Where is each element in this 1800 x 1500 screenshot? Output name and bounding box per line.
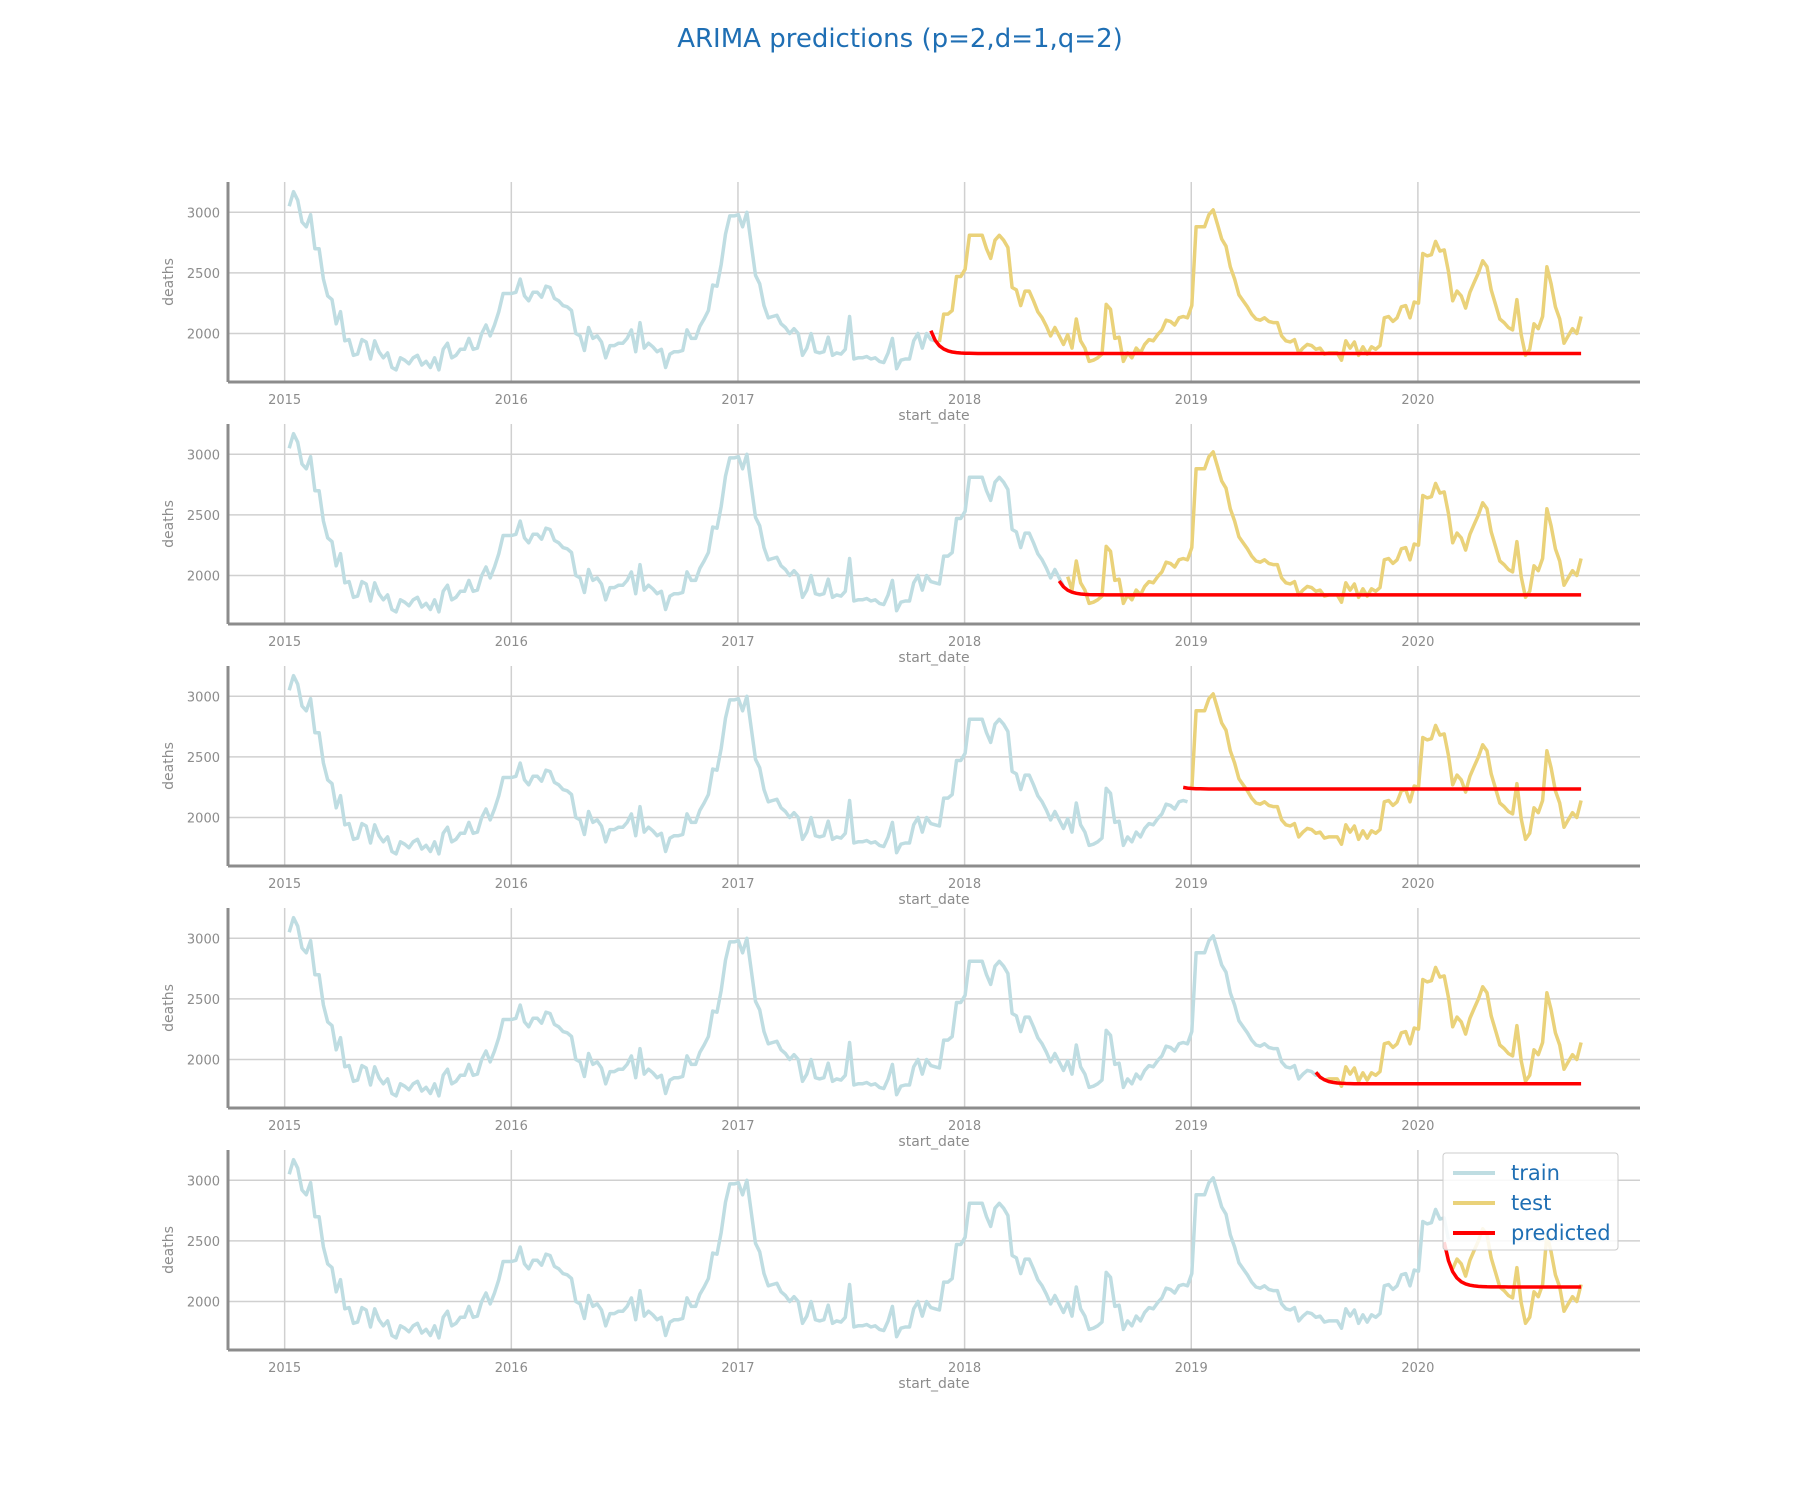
y-tick-label: 2000 — [187, 570, 220, 585]
train-series-line — [287, 189, 936, 372]
y-tick-label: 2000 — [187, 812, 220, 827]
legend-box — [1442, 1152, 1619, 1251]
y-axis-label: deaths — [161, 984, 177, 1032]
x-tick-label: 2018 — [948, 1119, 981, 1134]
x-axis-label: start_date — [898, 408, 969, 424]
y-tick-label: 2500 — [187, 993, 220, 1008]
y-tick-label: 2000 — [187, 1296, 220, 1311]
y-tick-label: 3000 — [187, 448, 220, 463]
chart-title: ARIMA predictions (p=2,d=1,q=2) — [677, 24, 1123, 54]
x-tick-label: 2018 — [948, 1361, 981, 1376]
predicted-series-line — [1314, 1071, 1582, 1086]
x-tick-label: 2016 — [495, 393, 528, 408]
x-axis-label: start_date — [898, 892, 969, 908]
x-axis-label: start_date — [898, 1376, 969, 1392]
x-tick-label: 2020 — [1401, 1361, 1434, 1376]
x-tick-label: 2015 — [268, 393, 301, 408]
legend-label-train: train — [1511, 1161, 1560, 1185]
train-series-line — [287, 1157, 1451, 1340]
train-series-line — [287, 673, 1189, 856]
predicted-series-line — [1442, 1241, 1582, 1289]
x-tick-label: 2017 — [721, 1361, 754, 1376]
x-tick-label: 2016 — [495, 877, 528, 892]
y-tick-label: 3000 — [187, 690, 220, 705]
x-axis-label: start_date — [898, 650, 969, 666]
predicted-series-line — [929, 329, 1582, 356]
train-series-line — [287, 431, 1066, 614]
y-tick-label: 2500 — [187, 1235, 220, 1250]
test-series-line — [1190, 692, 1583, 846]
x-tick-label: 2020 — [1401, 877, 1434, 892]
x-tick-label: 2018 — [948, 635, 981, 650]
test-series-line — [937, 208, 1583, 364]
test-series-line — [1323, 965, 1583, 1088]
y-tick-label: 2500 — [187, 509, 220, 524]
panel-1: 2000 2500 3000 2015 2016 2017 2018 2019 2020 star… — [161, 182, 1640, 424]
x-tick-label: 2015 — [268, 1361, 301, 1376]
train-series-line — [287, 915, 1321, 1098]
x-tick-label: 2017 — [721, 635, 754, 650]
x-tick-label: 2019 — [1175, 635, 1208, 650]
x-tick-label: 2019 — [1175, 1361, 1208, 1376]
panel-2: 2000 2500 3000 2015 2016 2017 2018 2019 2020 star… — [161, 424, 1640, 666]
x-tick-label: 2016 — [495, 1361, 528, 1376]
y-axis-label: deaths — [161, 258, 177, 306]
y-axis-label: deaths — [161, 742, 177, 790]
x-tick-label: 2016 — [495, 635, 528, 650]
y-tick-label: 2500 — [187, 751, 220, 766]
y-axis-label: deaths — [161, 1226, 177, 1274]
x-tick-label: 2019 — [1175, 393, 1208, 408]
predicted-series-line — [1182, 785, 1582, 791]
x-tick-label: 2020 — [1401, 635, 1434, 650]
x-tick-label: 2015 — [268, 1119, 301, 1134]
x-tick-label: 2018 — [948, 877, 981, 892]
y-tick-label: 3000 — [187, 1174, 220, 1189]
predicted-series-line — [1057, 579, 1582, 597]
y-axis-label: deaths — [161, 500, 177, 548]
test-series-line — [1066, 450, 1583, 606]
x-tick-label: 2017 — [721, 1119, 754, 1134]
x-tick-label: 2019 — [1175, 877, 1208, 892]
x-tick-label: 2016 — [495, 1119, 528, 1134]
y-tick-label: 3000 — [187, 932, 220, 947]
y-tick-label: 2000 — [187, 328, 220, 343]
legend-label-test: test — [1511, 1191, 1551, 1215]
x-tick-label: 2017 — [721, 393, 754, 408]
x-tick-label: 2015 — [268, 877, 301, 892]
legend: train test predicted — [1442, 1152, 1619, 1251]
x-axis-label: start_date — [898, 1134, 969, 1150]
y-tick-label: 2500 — [187, 267, 220, 282]
legend-label-predicted: predicted — [1511, 1221, 1611, 1245]
panel-4: 2000 2500 3000 2015 2016 2017 2018 2019 2020 star… — [161, 908, 1640, 1150]
x-tick-label: 2018 — [948, 393, 981, 408]
x-tick-label: 2017 — [721, 877, 754, 892]
x-tick-label: 2019 — [1175, 1119, 1208, 1134]
x-tick-label: 2020 — [1401, 1119, 1434, 1134]
x-tick-label: 2015 — [268, 635, 301, 650]
panel-5: 2000 2500 3000 2015 2016 2017 2018 2019 2020 star… — [161, 1150, 1640, 1392]
y-tick-label: 3000 — [187, 206, 220, 221]
x-tick-label: 2020 — [1401, 393, 1434, 408]
panel-3: 2000 2500 3000 2015 2016 2017 2018 2019 2020 star… — [161, 666, 1640, 908]
y-tick-label: 2000 — [187, 1054, 220, 1069]
